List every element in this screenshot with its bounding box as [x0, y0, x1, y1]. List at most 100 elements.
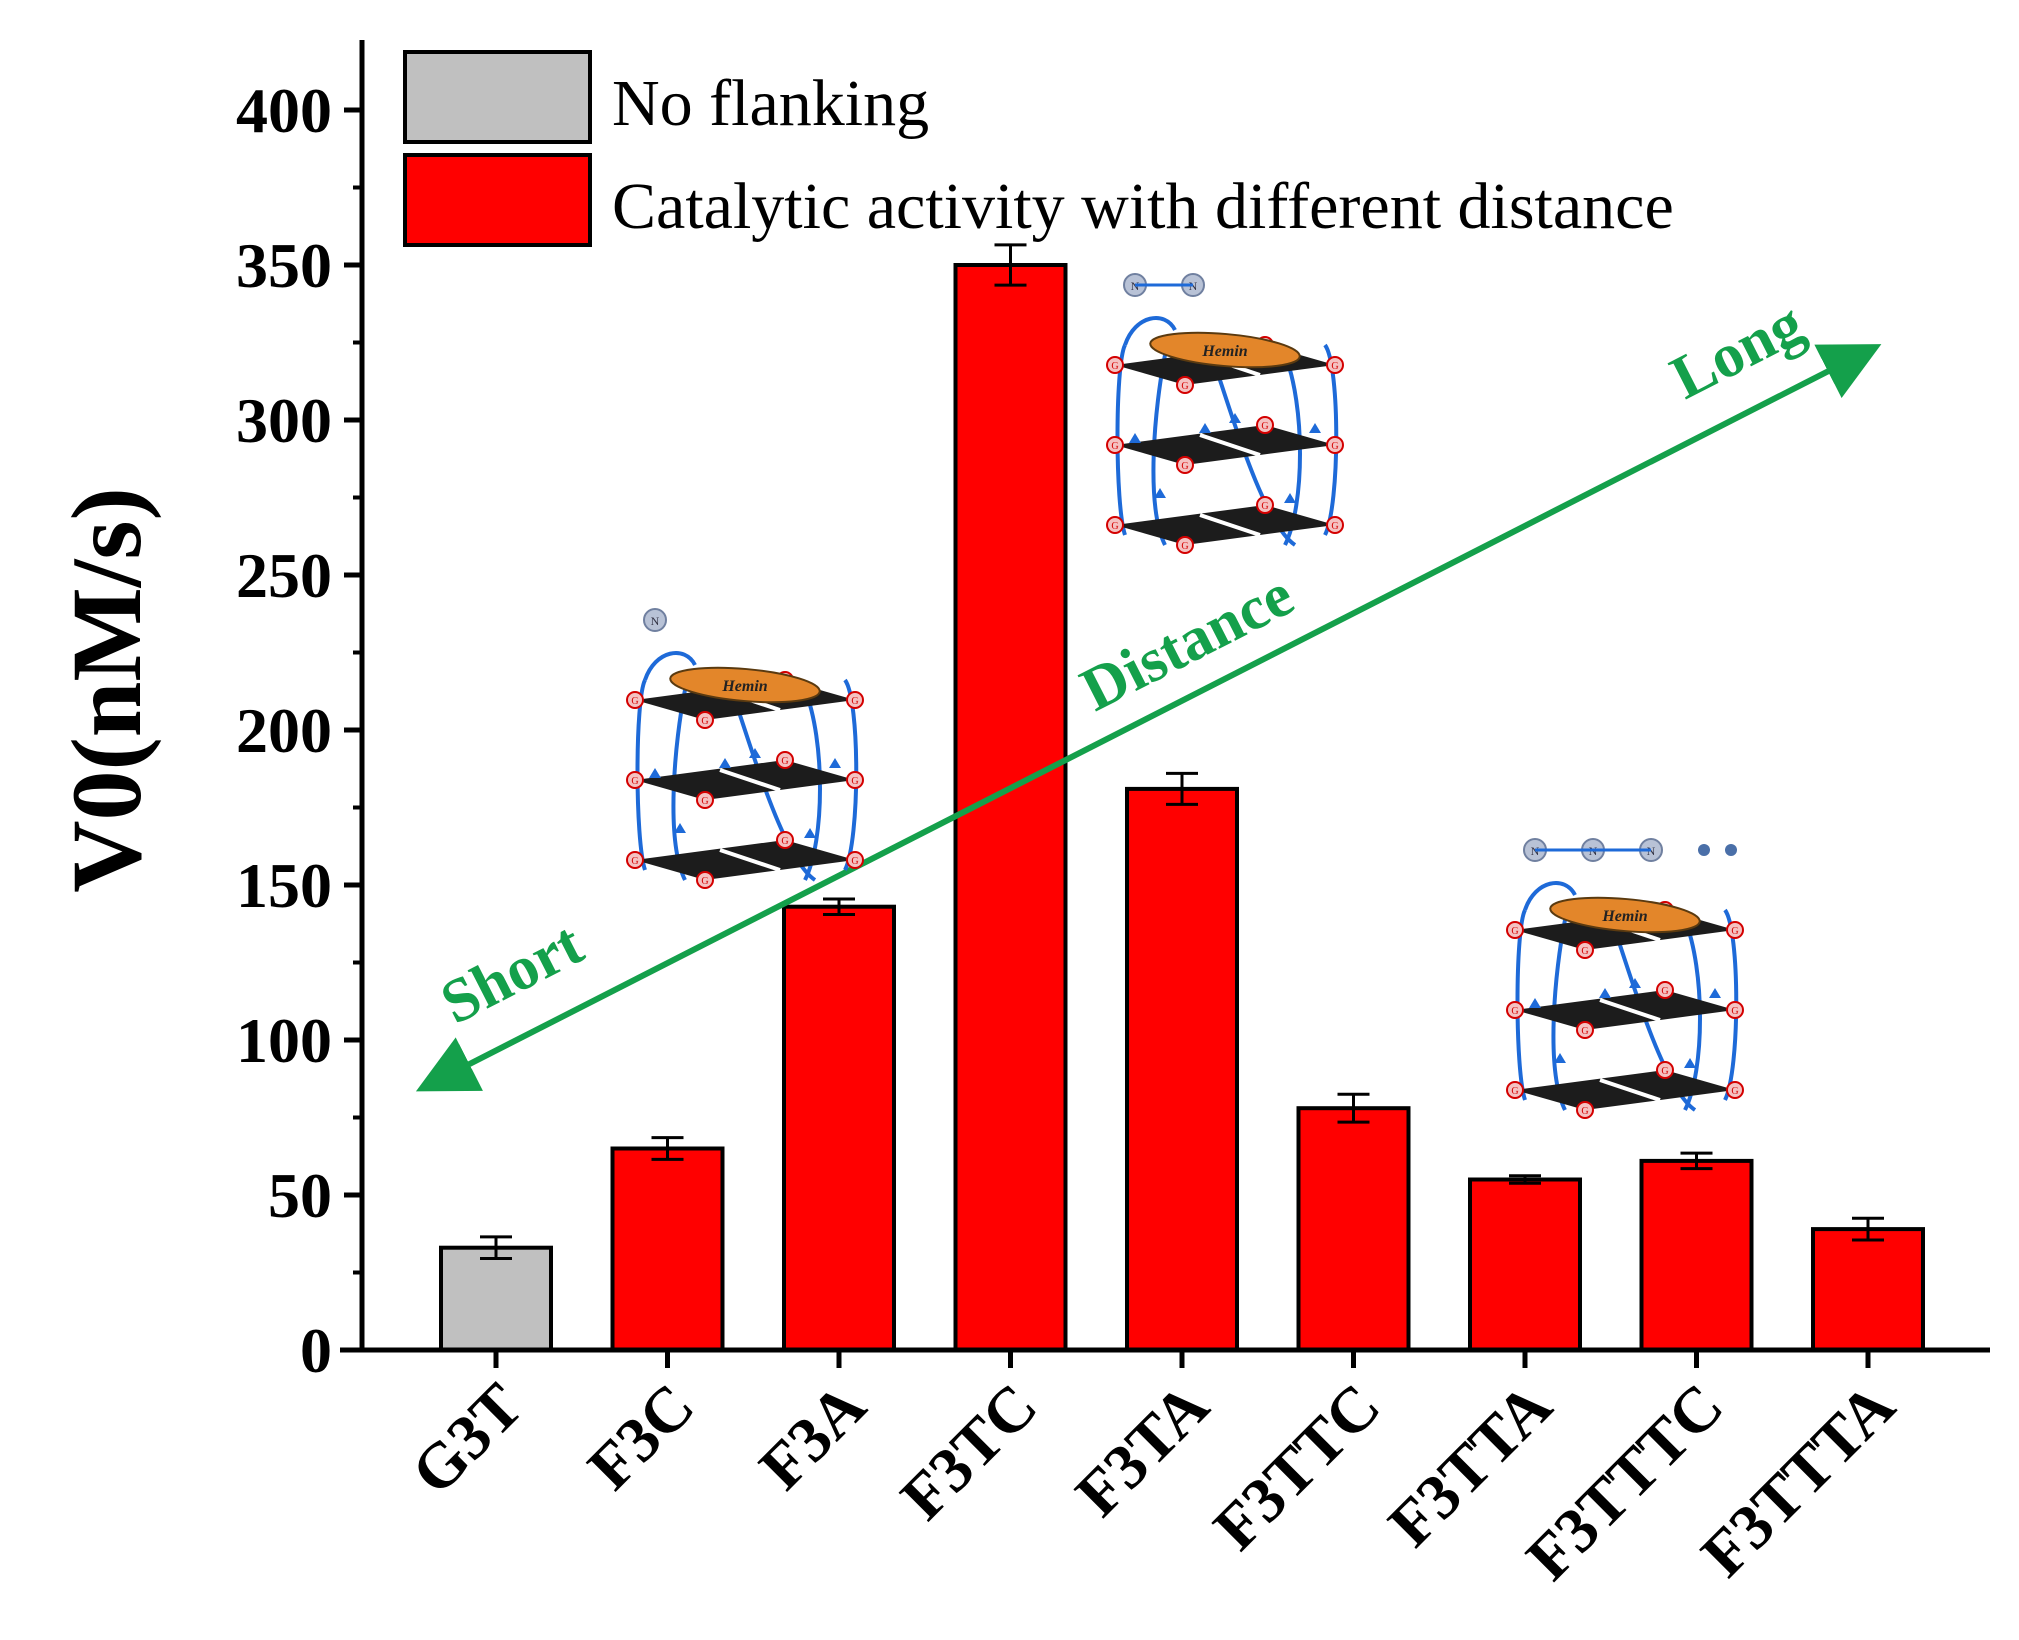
- g-base-label: G: [701, 876, 708, 887]
- bar-f3c: [610, 1146, 725, 1352]
- g-base-label: G: [1511, 926, 1518, 937]
- g-base-icon: [696, 711, 714, 729]
- g-base-icon: [1106, 516, 1124, 534]
- strand-direction-icon: [1229, 413, 1241, 423]
- tetrad-gap: [719, 848, 781, 872]
- y-tick-label: 0: [300, 1315, 332, 1386]
- g-base-label: G: [1261, 421, 1268, 432]
- legend-label-no-flanking: No flanking: [612, 67, 929, 140]
- g-base-icon: [626, 851, 644, 869]
- bar-f3ta: [1125, 786, 1239, 1352]
- strand-direction-icon: [1199, 423, 1211, 433]
- arrow-label-long: Long: [1660, 289, 1814, 412]
- g-base-label: G: [1111, 521, 1118, 532]
- g-base-label: G: [1111, 361, 1118, 372]
- g-base-icon: [1256, 416, 1274, 434]
- g-base-label: G: [631, 856, 638, 867]
- strand-direction-icon: [1309, 423, 1321, 433]
- g-base-label: G: [851, 776, 858, 787]
- g-base-icon: [1176, 536, 1194, 554]
- g-base-icon: [846, 691, 864, 709]
- g-base-icon: [1726, 921, 1744, 939]
- g-base-icon: [626, 691, 644, 709]
- g-base-label: G: [1331, 441, 1338, 452]
- tetrad-gap: [719, 768, 781, 792]
- g-base-label: G: [1581, 1106, 1588, 1117]
- g-base-icon: [1506, 921, 1524, 939]
- strand-direction-icon: [719, 758, 731, 768]
- strand-direction-icon: [829, 758, 841, 768]
- g-base-label: G: [701, 796, 708, 807]
- dna-strand: [1213, 364, 1297, 547]
- g-base-label: G: [851, 856, 858, 867]
- g-base-label: G: [631, 776, 638, 787]
- g-base-label: G: [1731, 1006, 1738, 1017]
- g-base-icon: [776, 751, 794, 769]
- g-base-icon: [1506, 1001, 1524, 1019]
- hemin-label: Hemin: [1601, 908, 1647, 925]
- n-base-label: N: [1647, 844, 1656, 858]
- strand-direction-icon: [1599, 988, 1611, 998]
- y-tick-label: 300: [236, 385, 332, 456]
- y-tick-label: 250: [236, 540, 332, 611]
- hemin-label: Hemin: [1201, 343, 1247, 360]
- strand-direction-icon: [804, 828, 816, 838]
- n-base-label: N: [1189, 279, 1198, 293]
- legend-swatch-no-flanking: [403, 50, 592, 144]
- g-base-label: G: [1511, 1086, 1518, 1097]
- distance-arrow-line: [415, 344, 1882, 1092]
- bar-f3ttta: [1811, 1227, 1925, 1352]
- g-base-label: G: [1661, 1066, 1668, 1077]
- g-base-label: G: [631, 696, 638, 707]
- continuation-dot: [1725, 844, 1737, 856]
- quadruplex-diagram: GGGGGGGGGGGGHeminNNN: [1506, 838, 1744, 1119]
- strand-direction-icon: [1129, 433, 1141, 443]
- g-base-label: G: [1181, 541, 1188, 552]
- g-base-label: G: [1181, 461, 1188, 472]
- g-base-label: G: [1581, 1026, 1588, 1037]
- y-axis-ticks: 0 50 100 150 200 250 300 350 400: [236, 75, 362, 1386]
- g-quadruplex-diagrams: G G G G G G G G G G G G Hemin N G G G G G G G G G G G G Hemin N N G G G…: [626, 273, 1744, 1119]
- g-base-label: G: [1661, 986, 1668, 997]
- g-base-icon: [1326, 356, 1344, 374]
- g-base-label: G: [1731, 926, 1738, 937]
- x-tick-label-f3ttc: F3TTC: [1200, 1370, 1394, 1564]
- g-base-icon: [1106, 436, 1124, 454]
- bar-f3tta: [1468, 1177, 1582, 1352]
- dna-strand: [643, 651, 697, 681]
- dna-strand: [1613, 929, 1697, 1112]
- g-base-icon: [626, 771, 644, 789]
- x-tick-label-f3tc: F3TC: [887, 1370, 1050, 1533]
- g-base-icon: [1506, 1081, 1524, 1099]
- g-base-icon: [1326, 516, 1344, 534]
- g-base-icon: [1176, 456, 1194, 474]
- g-base-icon: [1326, 436, 1344, 454]
- g-base-icon: [1726, 1081, 1744, 1099]
- strand-direction-icon: [1709, 988, 1721, 998]
- bar-f3ttc: [1296, 1106, 1411, 1352]
- g-base-label: G: [701, 716, 708, 727]
- strand-direction-icon: [1684, 1058, 1696, 1068]
- x-tick-label-f3ttta: F3TTTA: [1688, 1370, 1908, 1590]
- g-base-icon: [1106, 356, 1124, 374]
- hemin-icon: [1549, 896, 1701, 934]
- g-base-label: G: [1731, 1086, 1738, 1097]
- x-tick-label-f3a: F3A: [746, 1370, 879, 1503]
- y-tick-label: 50: [268, 1160, 332, 1231]
- g-base-icon: [1576, 941, 1594, 959]
- hemin-icon: [669, 666, 821, 704]
- y-tick-label: 150: [236, 850, 332, 921]
- bar-g3t: [439, 1245, 553, 1352]
- bar-f3tttc: [1639, 1158, 1754, 1353]
- tetrad-gap: [1599, 1078, 1661, 1102]
- g-base-icon: [1176, 376, 1194, 394]
- y-tick-label: 350: [236, 230, 332, 301]
- bar-f3a: [782, 904, 896, 1352]
- g-base-label: G: [1181, 381, 1188, 392]
- g-base-label: G: [781, 836, 788, 847]
- arrow-label-short: Short: [430, 909, 593, 1037]
- strand-direction-icon: [1529, 998, 1541, 1008]
- tetrad-gap: [1199, 513, 1261, 537]
- g-base-icon: [1256, 496, 1274, 514]
